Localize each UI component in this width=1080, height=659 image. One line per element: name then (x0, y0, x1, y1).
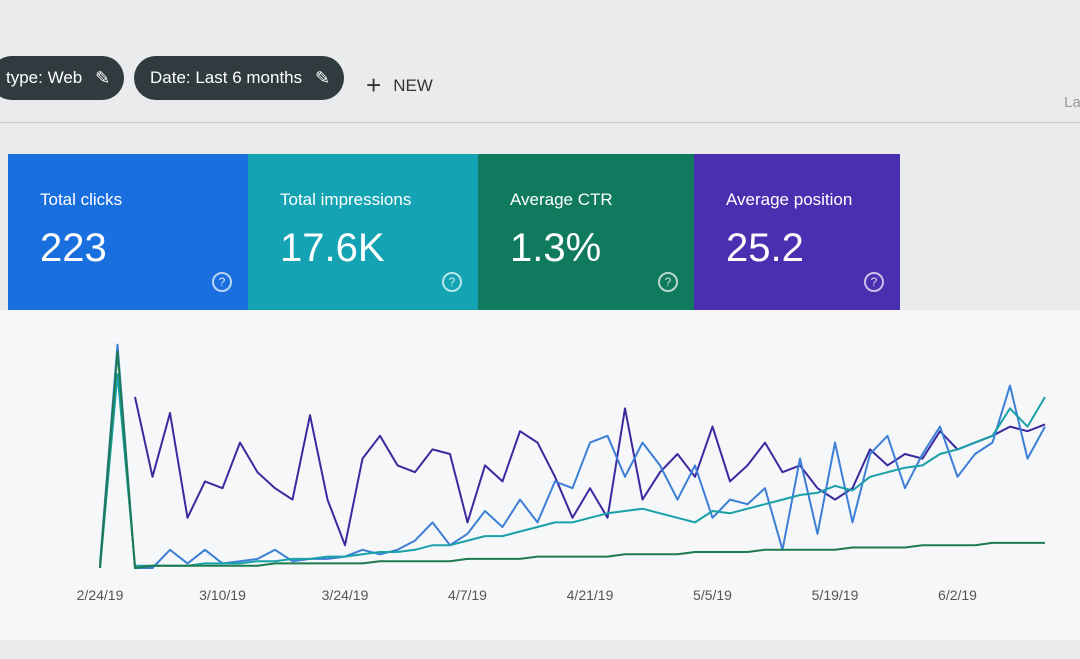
card-value: 1.3% (510, 226, 602, 270)
card-title: Total clicks (40, 190, 123, 209)
series-line (99, 343, 1046, 569)
x-tick-label: 5/5/19 (693, 587, 732, 603)
x-tick-label: 3/24/19 (322, 587, 369, 603)
card-value: 25.2 (726, 226, 804, 270)
metric-card[interactable]: Average position 25.2 ? (694, 154, 900, 310)
help-icon[interactable]: ? (864, 272, 884, 292)
metric-card[interactable]: Total impressions 17.6K ? (248, 154, 478, 310)
x-tick-label: 5/19/19 (812, 587, 859, 603)
corner-text: La (1064, 94, 1080, 111)
help-icon[interactable]: ? (442, 272, 462, 292)
series-line (99, 373, 1046, 569)
filter-chip[interactable]: Date: Last 6 months (134, 56, 345, 100)
card-value: 223 (40, 226, 107, 270)
card-title: Average position (726, 190, 853, 209)
card-title: Average CTR (510, 190, 613, 209)
series-line (99, 350, 1045, 569)
new-label: NEW (393, 76, 433, 95)
x-tick-label: 2/24/19 (77, 587, 124, 603)
filter-chip[interactable]: type: Web (0, 56, 125, 100)
x-tick-label: 3/10/19 (199, 587, 246, 603)
x-tick-label: 4/7/19 (448, 587, 487, 603)
metric-card[interactable]: Average CTR 1.3% ? (478, 154, 694, 310)
help-icon[interactable]: ? (212, 272, 232, 292)
help-icon[interactable]: ? (658, 272, 678, 292)
series-line (134, 396, 1046, 547)
card-title: Total impressions (280, 190, 412, 209)
new-button[interactable]: + NEW (366, 70, 433, 100)
metric-card[interactable]: Total clicks 223 ? (8, 154, 248, 310)
card-value: 17.6K (280, 226, 385, 270)
separator (0, 122, 1080, 123)
x-tick-label: 6/2/19 (938, 587, 977, 603)
x-tick-label: 4/21/19 (567, 587, 614, 603)
